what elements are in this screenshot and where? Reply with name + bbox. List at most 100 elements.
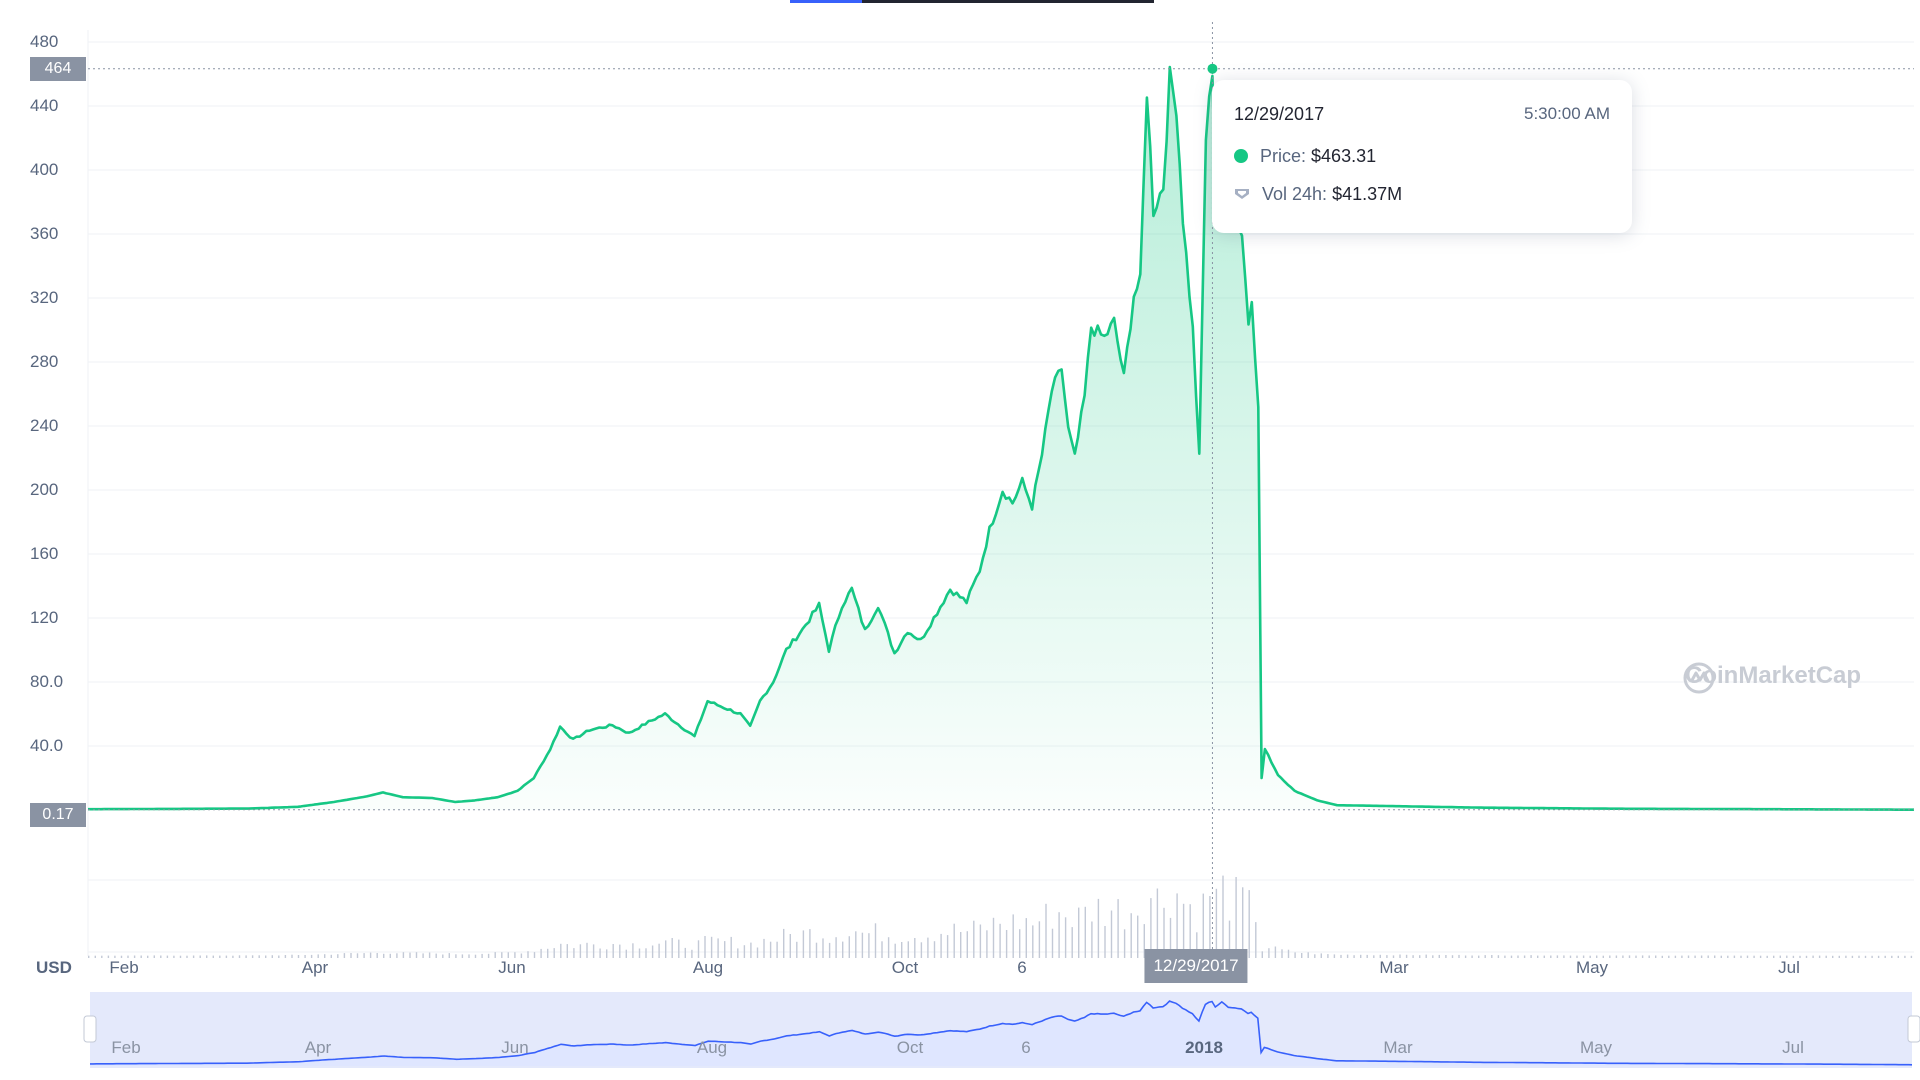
volume-bar <box>999 923 1001 958</box>
volume-bar <box>160 955 162 958</box>
volume-bar <box>1209 896 1211 958</box>
volume-bar <box>927 937 929 958</box>
x-tick-label: Jun <box>498 958 526 977</box>
volume-bar <box>1215 888 1218 958</box>
volume-bar <box>1379 954 1381 958</box>
volume-bar <box>291 954 293 958</box>
x-tick-label: Jul <box>1778 958 1800 977</box>
volume-bar <box>704 936 706 958</box>
volume-bar <box>219 955 221 958</box>
volume-bar <box>586 942 588 958</box>
volume-bar <box>1622 955 1624 958</box>
volume-bar <box>527 951 529 958</box>
volume-bar <box>1910 955 1913 958</box>
volume-bar <box>1504 955 1506 958</box>
tooltip-price-row: Price: $463.31 <box>1234 146 1376 167</box>
navigator-tick-label: 2018 <box>1185 1038 1223 1057</box>
tab-indicator-active[interactable] <box>790 0 862 3</box>
volume-bar <box>1779 955 1781 958</box>
navigator-line <box>90 1000 1913 1066</box>
volume-bar <box>232 955 234 958</box>
volume-bar <box>1635 955 1637 958</box>
volume-bar <box>1340 954 1342 958</box>
volume-bar <box>1301 953 1303 958</box>
volume-bar <box>665 940 667 958</box>
volume-bar <box>1871 955 1873 958</box>
navigator-tick-label: Aug <box>696 1038 728 1057</box>
volume-bar <box>1051 928 1054 958</box>
price-line <box>88 65 1914 811</box>
currency-label: USD <box>36 958 72 977</box>
volume-bar <box>632 943 634 958</box>
volume-bar <box>1150 898 1152 958</box>
volume-bar <box>1405 954 1408 958</box>
volume-bar <box>271 955 273 958</box>
volume-bar <box>1222 875 1224 958</box>
volume-bar <box>769 941 772 958</box>
volume-bar <box>402 952 405 958</box>
navigator-tick-label: 6 <box>1021 1038 1031 1057</box>
volume-bar <box>783 928 785 958</box>
volume-bar <box>1641 955 1644 958</box>
volume-bar <box>481 953 483 958</box>
volume-bar <box>1314 954 1316 958</box>
volume-bar <box>127 955 129 958</box>
x-tick-label: May <box>1575 958 1609 977</box>
volume-bar <box>1563 955 1565 958</box>
volume-bar <box>245 955 247 958</box>
volume-bar <box>579 944 582 958</box>
volume-bar <box>1091 921 1093 958</box>
volume-bar <box>907 941 909 958</box>
navigator-handle-right[interactable] <box>1907 1015 1920 1043</box>
volume-bar <box>887 937 890 958</box>
volume-bar <box>619 944 621 958</box>
volume-bar <box>1497 955 1500 958</box>
volume-bar <box>1333 954 1336 958</box>
volume-bar <box>1576 955 1578 958</box>
volume-bar <box>422 953 424 958</box>
y-tick-label: 440 <box>30 96 59 115</box>
volume-bar <box>979 924 982 958</box>
volume-bar <box>153 955 155 958</box>
volume-bar <box>1386 955 1388 958</box>
volume-bar <box>1366 954 1368 958</box>
volume-bar <box>1530 955 1532 958</box>
volume-bar <box>1740 955 1742 958</box>
watermark: CoinMarketCap <box>1685 662 1862 689</box>
volume-bar <box>376 953 378 958</box>
volume-bar <box>383 953 385 958</box>
volume-bar <box>1058 912 1060 958</box>
volume-bar <box>1038 921 1041 958</box>
volume-bar <box>1084 906 1086 958</box>
y-tick-label: 200 <box>30 480 59 499</box>
y-tick-label: 80.0 <box>30 672 64 691</box>
volume-bar <box>1727 955 1729 958</box>
volume-bar <box>750 942 752 958</box>
volume-bar <box>1825 955 1827 958</box>
volume-bar <box>88 955 90 958</box>
volume-bar <box>855 931 857 958</box>
volume-bar <box>304 955 306 958</box>
volume-bar <box>1235 877 1237 958</box>
navigator-handle-left[interactable] <box>83 1015 97 1043</box>
volume-bar <box>1320 953 1322 958</box>
tab-indicator[interactable] <box>862 0 1154 3</box>
y-tick-label: 360 <box>30 224 59 243</box>
volume-bar <box>1897 955 1899 958</box>
navigator-tick-label: Oct <box>896 1038 924 1057</box>
volume-bar <box>1884 955 1886 958</box>
volume-bar <box>1812 955 1814 958</box>
volume-bar <box>1019 929 1021 958</box>
navigator <box>83 992 1920 1068</box>
navigator-tick-label: Jun <box>501 1038 529 1057</box>
volume-bar <box>533 952 536 958</box>
y-hover-badge: 464 <box>30 57 86 81</box>
volume-bar <box>435 953 437 958</box>
y-tick-label: 40.0 <box>30 736 64 755</box>
volume-bar <box>1858 955 1860 958</box>
volume-bar <box>612 944 614 958</box>
volume-bar <box>1851 955 1854 958</box>
x-tick-label: Aug <box>692 958 724 977</box>
volume-bar <box>1832 955 1834 958</box>
volume-bar <box>645 948 647 958</box>
